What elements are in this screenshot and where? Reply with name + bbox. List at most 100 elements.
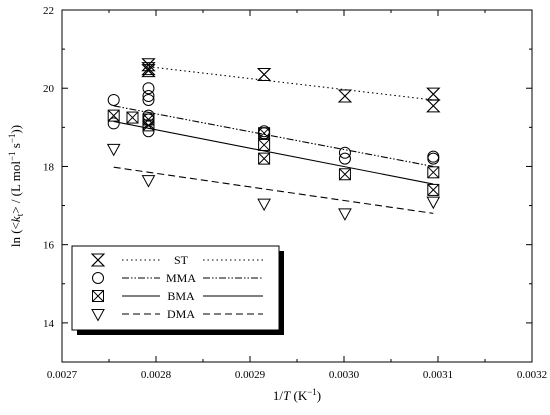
marker-circle xyxy=(142,82,155,95)
legend-marker-dma xyxy=(91,309,105,322)
marker-box xyxy=(92,290,104,302)
point-st xyxy=(141,64,156,78)
point-bma xyxy=(427,183,440,196)
marker-cross-b xyxy=(107,109,120,122)
x-tick-label: 0.0029 xyxy=(235,369,266,381)
point-st xyxy=(426,87,441,101)
marker-circle xyxy=(142,93,155,106)
marker-box xyxy=(258,138,271,151)
x-ticks: 0.0027 0.0028 0.0029 0.0030 0.0031 0.0032 xyxy=(47,10,547,381)
point-bma xyxy=(258,138,271,151)
point-dma xyxy=(257,198,271,212)
y-tick-label: 14 xyxy=(43,318,55,330)
y-tick-label: 22 xyxy=(43,5,54,17)
legend-items: ST MMA BMA DMA xyxy=(90,253,263,322)
marker-cross-b xyxy=(258,139,270,151)
point-dma xyxy=(141,175,156,188)
legend-label-st: ST xyxy=(174,253,189,267)
legend-marker-st xyxy=(90,253,106,267)
marker-triangle xyxy=(141,175,156,188)
point-bma xyxy=(427,166,440,179)
y-tick-label: 18 xyxy=(43,161,55,173)
marker-diag-b xyxy=(338,89,352,103)
point-mma xyxy=(338,152,351,165)
x-tick-label: 0.0031 xyxy=(423,369,453,381)
point-bma xyxy=(126,111,139,124)
point-mma xyxy=(142,93,155,106)
marker-cross-b xyxy=(258,127,270,140)
marker-cross-b xyxy=(142,119,155,132)
marker-box xyxy=(258,152,271,165)
marker-triangle xyxy=(257,198,271,212)
y-ticks: 14 16 18 20 22 xyxy=(43,5,532,363)
marker-triangle xyxy=(426,196,441,210)
x-tick-label: 0.0032 xyxy=(517,369,547,381)
marker-diag-b xyxy=(91,253,105,267)
point-bma xyxy=(258,152,271,165)
x-tick-label: 0.0028 xyxy=(141,369,172,381)
point-dma xyxy=(106,143,121,157)
marker-box xyxy=(142,119,155,132)
point-bma xyxy=(107,109,120,122)
marker-diag-b xyxy=(426,99,440,113)
point-mma xyxy=(142,82,155,95)
marker-box xyxy=(126,111,139,124)
marker-cross-b xyxy=(427,184,440,196)
y-tick-label: 16 xyxy=(43,240,55,252)
point-st xyxy=(337,89,353,103)
point-st xyxy=(426,99,441,113)
marker-circle xyxy=(338,146,351,159)
x-axis-title: 1/T (K−1) xyxy=(273,387,321,403)
marker-circle xyxy=(142,90,155,103)
marker-circle xyxy=(107,117,120,130)
marker-cross-b xyxy=(427,166,440,179)
point-dma xyxy=(338,208,352,221)
marker-cross-b xyxy=(258,152,270,165)
marker-cross-b xyxy=(126,111,139,124)
marker-circle xyxy=(92,272,104,284)
point-bma xyxy=(338,168,351,181)
marker-diag-b xyxy=(426,87,440,101)
marker-cross-b xyxy=(92,290,104,302)
marker-circle xyxy=(427,152,440,165)
marker-box xyxy=(258,127,271,140)
data-markers xyxy=(106,58,441,221)
legend-label-mma: MMA xyxy=(166,271,196,285)
x-tick-label: 0.0027 xyxy=(47,369,78,381)
legend-marker-mma xyxy=(92,272,104,284)
point-mma xyxy=(107,117,120,130)
point-bma xyxy=(258,127,271,140)
marker-box xyxy=(427,166,440,179)
legend-label-bma: BMA xyxy=(167,289,195,303)
fit-line-st xyxy=(148,66,434,101)
marker-circle xyxy=(338,152,351,165)
fit-line-dma xyxy=(113,166,434,214)
marker-cross-b xyxy=(339,168,351,181)
point-st xyxy=(256,68,272,82)
marker-diag-b xyxy=(257,68,271,81)
marker-box xyxy=(107,109,120,122)
y-axis-title: ln (<kt> / (L mol−1 s−1)) xyxy=(7,125,25,247)
point-bma xyxy=(142,119,155,132)
point-dma xyxy=(426,196,441,210)
marker-triangle xyxy=(106,143,121,157)
point-mma xyxy=(142,90,155,103)
point-mma xyxy=(427,152,440,165)
legend-label-dma: DMA xyxy=(167,307,195,321)
fit-lines xyxy=(113,66,434,214)
y-tick-label: 20 xyxy=(43,83,55,95)
fit-line-mma xyxy=(113,105,434,167)
fit-line-bma xyxy=(113,120,434,185)
point-mma xyxy=(338,146,351,159)
marker-diag-b xyxy=(142,64,155,77)
marker-circle xyxy=(107,93,120,106)
legend-marker-bma xyxy=(92,290,104,302)
point-mma xyxy=(107,93,120,106)
legend: ST MMA BMA DMA xyxy=(71,245,284,335)
marker-box xyxy=(338,168,351,181)
marker-triangle xyxy=(338,208,352,221)
marker-box xyxy=(427,183,440,196)
x-tick-label: 0.0030 xyxy=(329,369,360,381)
marker-triangle xyxy=(91,309,105,322)
